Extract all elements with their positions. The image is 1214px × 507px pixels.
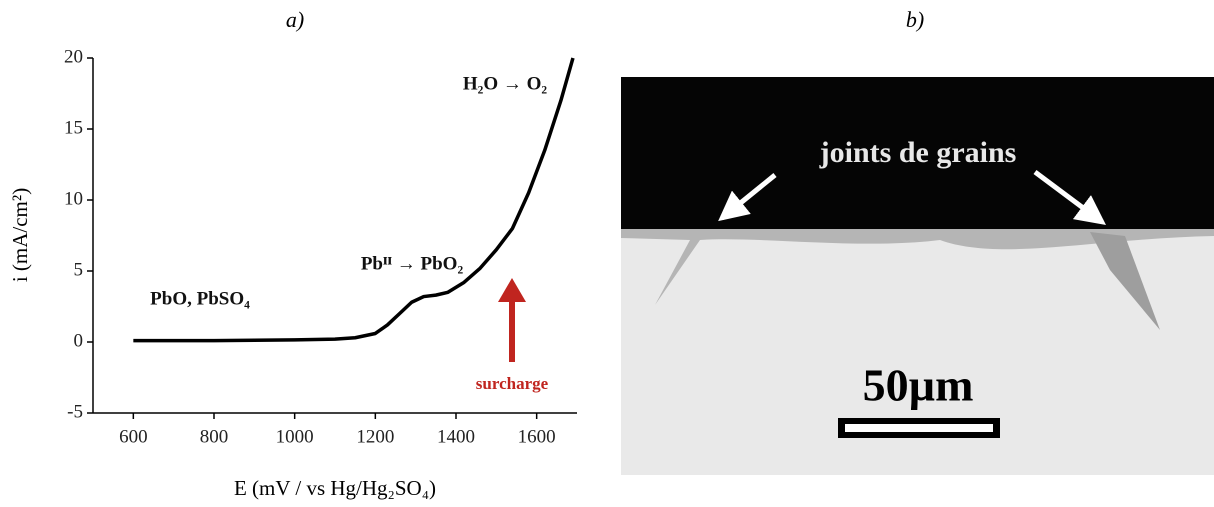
y-tick-label: 20 [64,46,83,67]
scale-label: 50µm [863,360,974,411]
y-tick-label: 5 [74,259,84,280]
y-axis-label: i (mA/cm²) [8,188,32,282]
x-tick-label: 1600 [518,426,556,447]
x-axis-label: E (mV / vs Hg/Hg₂SO₄) [234,476,436,500]
annotation: PbO, PbSO₄ [150,288,250,309]
annotation: H₂O → O₂ [463,73,548,94]
x-tick-label: 800 [200,426,229,447]
panel-label: a) [286,7,304,32]
y-tick-label: 0 [74,330,84,351]
data-line [133,57,575,343]
scale-bar-inner [845,424,993,432]
x-tick-label: 1000 [276,426,314,447]
arrow [1033,169,1107,225]
grain-boundary [1090,232,1160,330]
y-tick-label: -5 [67,401,83,422]
y-tick-label: 10 [64,188,83,209]
oxide-layer [621,229,1214,305]
panel-label: b) [906,7,924,32]
x-tick-label: 600 [119,426,148,447]
arrow [718,173,777,222]
x-tick-label: 1200 [356,426,394,447]
arrow-head [498,278,526,302]
annotation: Pbᴵᴵ → PbO₂ [361,253,464,274]
annotation: joints de grains [819,136,1017,169]
x-tick-label: 1400 [437,426,475,447]
y-tick-label: 15 [64,117,83,138]
annotation: surcharge [476,374,549,393]
